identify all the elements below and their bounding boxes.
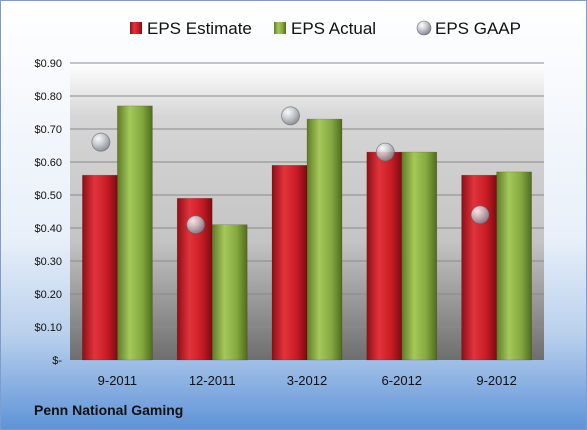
bar-eps-estimate — [82, 174, 118, 361]
y-tick-label: $0.80 — [34, 91, 62, 103]
y-tick-label: $0.70 — [34, 124, 62, 136]
y-tick-label: $0.10 — [34, 322, 62, 334]
y-tick-label: $0.90 — [34, 58, 62, 70]
bar-eps-actual — [401, 151, 438, 361]
bars — [82, 105, 532, 361]
point-eps-gaap — [470, 205, 490, 225]
bar-eps-actual — [117, 105, 153, 361]
point-eps-gaap — [91, 132, 111, 152]
y-tick-label: $0.30 — [34, 256, 62, 268]
bar-eps-estimate — [271, 165, 308, 361]
legend-label-eps-estimate: EPS Estimate — [147, 19, 252, 38]
x-tick-label: 9-2012 — [476, 373, 516, 388]
legend-swatch-eps-actual — [274, 22, 286, 34]
legend-swatch-eps-estimate — [130, 22, 142, 34]
company-name: Penn National Gaming — [34, 402, 183, 418]
point-eps-gaap — [186, 215, 206, 235]
legend: EPS Estimate EPS Actual EPS GAAP — [130, 19, 521, 38]
y-tick-label: $0.40 — [34, 223, 62, 235]
x-tick-label: 3-2012 — [287, 373, 327, 388]
point-eps-gaap — [281, 106, 300, 126]
point-eps-gaap — [375, 142, 395, 162]
x-tick-label: 6-2012 — [382, 373, 422, 388]
legend-label-eps-gaap: EPS GAAP — [435, 19, 521, 38]
x-tick-label: 12-2011 — [189, 373, 236, 388]
y-axis-ticks: $- $0.10 $0.20 $0.30 $0.40 $0.50 $0.60 $0.70 $0.… — [34, 58, 62, 367]
x-axis-ticks: 9-2011 12-2011 3-2012 6-2012 9-2012 — [98, 373, 517, 388]
y-tick-label: $0.20 — [34, 289, 62, 301]
gaap-points — [91, 106, 490, 235]
bar-eps-actual — [211, 224, 248, 361]
bar-eps-actual — [306, 118, 343, 361]
legend-label-eps-actual: EPS Actual — [291, 19, 376, 38]
y-tick-label: $0.50 — [34, 190, 62, 202]
y-tick-label: $0.60 — [34, 157, 62, 169]
y-tick-label: $- — [52, 355, 62, 367]
bar-eps-estimate — [461, 174, 497, 361]
bar-eps-actual — [496, 171, 532, 361]
bar-eps-estimate — [366, 151, 403, 361]
x-tick-label: 9-2011 — [98, 373, 138, 388]
legend-swatch-eps-gaap — [416, 20, 432, 36]
